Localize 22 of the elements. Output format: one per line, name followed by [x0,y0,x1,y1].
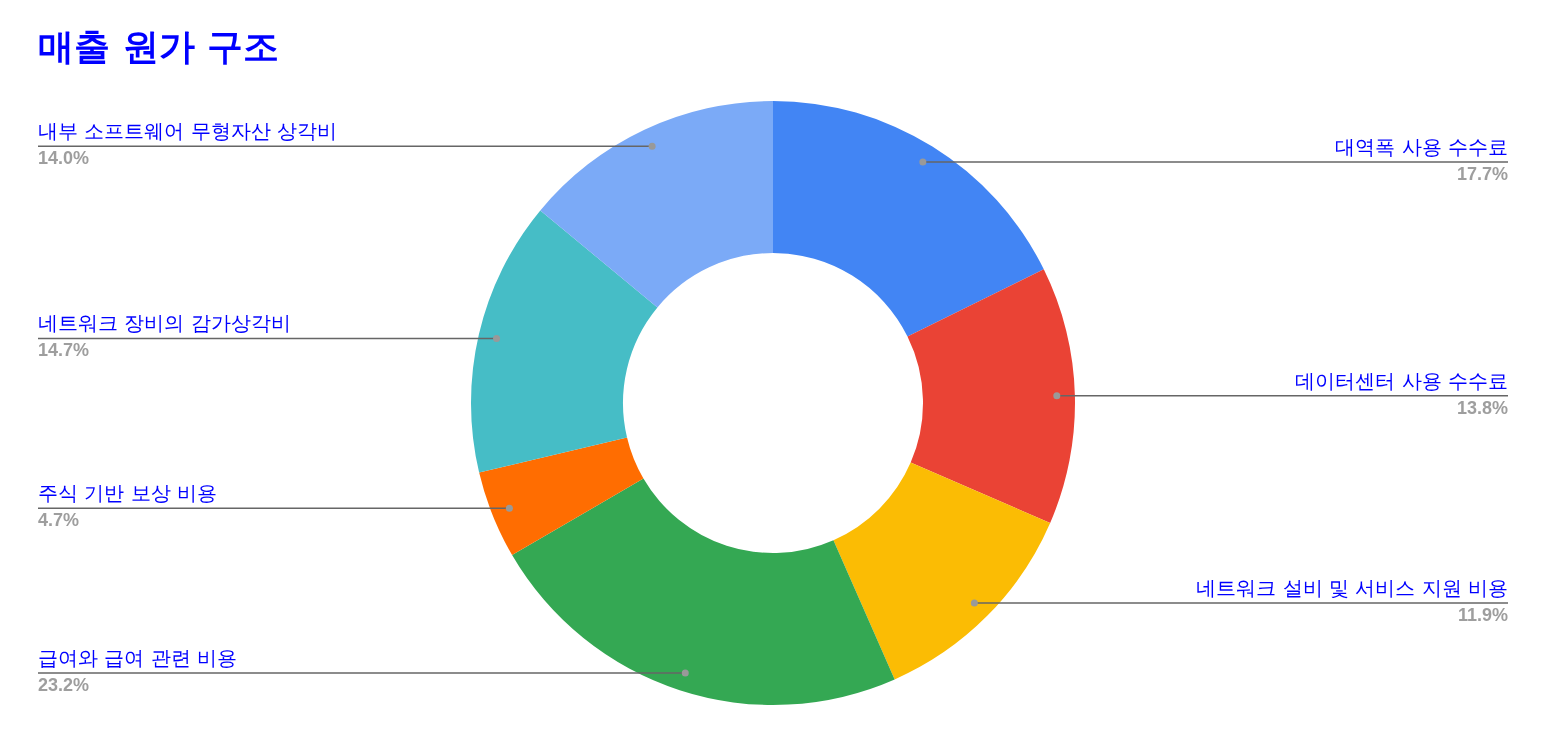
slice-label: 대역폭 사용 수수료 [1335,134,1508,159]
donut-slice [540,101,773,308]
chart-title: 매출 원가 구조 [38,26,280,67]
data-label: 4.7% [38,510,80,531]
data-label: 11.9% [1457,605,1508,626]
data-label: 14.0% [38,148,90,169]
slice-label: 내부 소프트웨어 무형자산 상각비 [38,119,338,144]
donut-slice [512,478,895,705]
slice-label: 네트워크 장비의 감가상각비 [38,311,291,336]
donut-slice [773,101,1044,337]
slice-label: 급여와 급여 관련 비용 [38,645,238,670]
data-label: 17.7% [1456,163,1508,184]
data-label: 23.2% [38,674,90,695]
slice-label: 네트워크 설비 및 서비스 지원 비용 [1196,576,1508,601]
slice-label: 주식 기반 보상 비용 [38,481,218,506]
donut-slice [479,437,644,556]
data-label: 14.7% [38,340,90,361]
slice-label: 데이터센터 사용 수수료 [1295,368,1508,393]
donut-slice [907,269,1075,523]
data-label: 13.8% [1456,397,1508,418]
donut-slice [471,210,658,473]
donut-slice [833,462,1051,680]
